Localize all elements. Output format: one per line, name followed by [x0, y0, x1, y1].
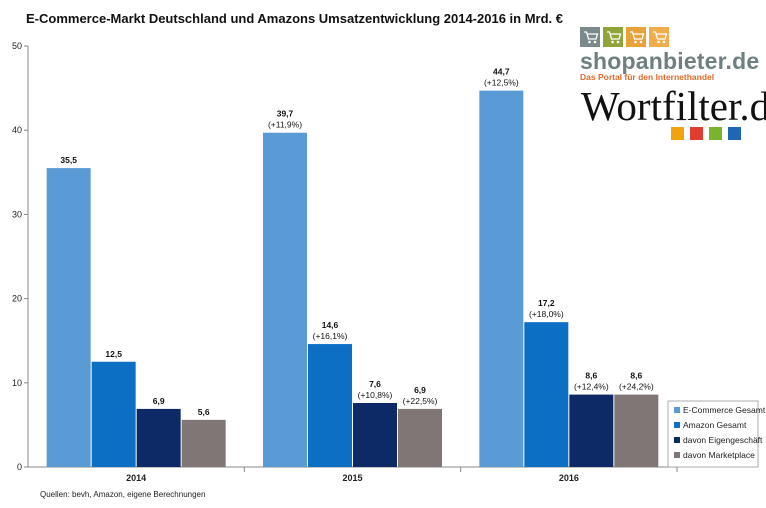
data-labels: 35,5 12,5 6,9 5,6 39,7(+11,9%) 14,6(+16,1%) 7,…: [60, 67, 653, 417]
bar-change-label: (+12,5%): [484, 78, 519, 88]
y-tick-label: 0: [17, 462, 22, 472]
bar: [136, 408, 181, 467]
bar-value-label: 8,6: [585, 371, 597, 381]
shopanbieter-tagline: Das Portal für den Internethandel: [580, 72, 714, 82]
bar: [479, 90, 524, 467]
bar: [263, 132, 307, 467]
bar-change-label: (+16,1%): [313, 331, 348, 341]
bar-value-label: 6,9: [414, 385, 426, 395]
bar: [398, 408, 442, 467]
bar: [46, 168, 91, 467]
bar-change-label: (+22,5%): [403, 396, 438, 406]
bar: [524, 322, 569, 467]
bar: [569, 394, 614, 467]
x-category-label: 2014: [126, 473, 146, 483]
x-category-label: 2015: [342, 473, 362, 483]
color-square: [690, 127, 703, 140]
bar-change-label: (+18,0%): [529, 309, 564, 319]
y-tick-label: 30: [12, 209, 22, 219]
bars: [46, 90, 659, 467]
legend-swatch: [674, 437, 680, 443]
shopanbieter-logo: shopanbieter.de Das Portal für den Inter…: [580, 27, 759, 82]
legend-swatch: [674, 452, 680, 458]
y-tick-label: 10: [12, 378, 22, 388]
bar-value-label: 8,6: [630, 371, 642, 381]
legend-swatch: [674, 407, 680, 413]
source-note: Quellen: bevh, Amazon, eigene Berechnung…: [40, 490, 205, 499]
bar-change-label: (+10,8%): [358, 390, 393, 400]
y-tick-label: 50: [12, 41, 22, 51]
bar-value-label: 6,9: [153, 396, 165, 406]
bar-value-label: 35,5: [60, 155, 77, 165]
axes: 0 10 20 30 40 50 2014 2015 2016: [12, 41, 678, 483]
legend-swatch: [674, 422, 680, 428]
bar: [308, 344, 352, 467]
shopanbieter-name: shopanbieter.de: [580, 48, 759, 74]
legend-box: [667, 400, 759, 468]
x-category-label: 2016: [559, 473, 579, 483]
bar-change-label: (+24,2%): [619, 382, 654, 392]
legend-entry: davon Marketplace: [683, 450, 755, 460]
bar-change-label: (+12,4%): [574, 382, 609, 392]
wortfilter-logo: Wortfilter.de: [581, 83, 766, 140]
color-square: [671, 127, 684, 140]
color-square: [709, 127, 722, 140]
legend-entry: Amazon Gesamt: [683, 420, 747, 430]
wortfilter-color-squares: [671, 127, 741, 140]
bar-value-label: 7,6: [369, 379, 381, 389]
legend-entry: davon Eigengeschäft: [683, 435, 763, 445]
chart-title: E-Commerce-Markt Deutschland und Amazons…: [26, 11, 563, 26]
wortfilter-name: Wortfilter.de: [581, 83, 766, 129]
legend: E-Commerce Gesamt Amazon Gesamt davon Eige…: [667, 400, 766, 468]
y-tick-label: 20: [12, 294, 22, 304]
shopping-cart-icon: [580, 27, 669, 47]
bar: [181, 419, 226, 467]
bar-value-label: 39,7: [277, 109, 294, 119]
y-tick-label: 40: [12, 125, 22, 135]
legend-entry: E-Commerce Gesamt: [683, 405, 766, 415]
color-square: [728, 127, 741, 140]
bar: [91, 361, 136, 467]
bar: [353, 403, 397, 467]
bar-value-label: 14,6: [322, 320, 339, 330]
bar: [614, 394, 659, 467]
bar-value-label: 12,5: [105, 349, 122, 359]
bar-value-label: 5,6: [198, 407, 210, 417]
bar-value-label: 17,2: [538, 298, 555, 308]
bar-value-label: 44,7: [493, 67, 510, 77]
bar-change-label: (+11,9%): [268, 120, 302, 130]
